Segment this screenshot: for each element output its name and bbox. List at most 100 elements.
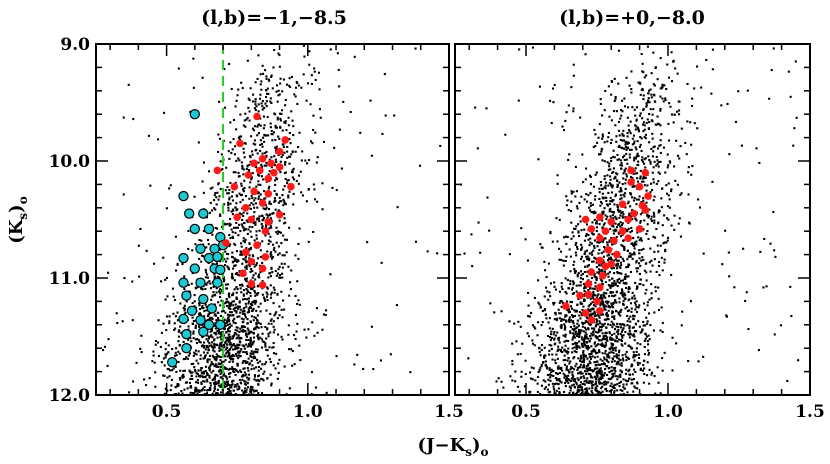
field-star-point [252, 355, 255, 358]
field-star-point [763, 237, 766, 240]
field-star-point [628, 309, 631, 312]
field-star-point [251, 309, 254, 312]
field-star-point [638, 304, 641, 307]
field-star-point [201, 180, 204, 183]
field-star-point [531, 324, 534, 327]
field-star-point [590, 315, 593, 318]
field-star-point [228, 360, 231, 363]
field-star-point [755, 147, 758, 150]
field-star-point [257, 54, 260, 57]
field-star-point [587, 400, 589, 402]
field-star-point [608, 284, 611, 287]
field-star-point [608, 115, 611, 118]
field-star-point [691, 97, 694, 100]
field-star-point [559, 380, 562, 383]
field-star-point [256, 284, 259, 287]
field-star-point [302, 44, 305, 47]
field-star-point [299, 396, 301, 398]
field-star-point [159, 345, 162, 348]
field-star-point [226, 387, 229, 390]
field-star-point [584, 331, 587, 334]
field-star-point [606, 215, 609, 218]
field-star-point [657, 381, 660, 384]
field-star-point [628, 287, 631, 290]
field-star-point [568, 362, 571, 365]
field-star-point [294, 150, 297, 153]
field-star-point [299, 359, 302, 362]
field-star-point [603, 322, 606, 325]
field-star-point [335, 189, 338, 192]
field-star-point [313, 67, 316, 70]
field-star-point [604, 352, 607, 355]
field-star-point [202, 405, 204, 407]
field-star-point [236, 288, 239, 291]
field-star-point [601, 262, 604, 265]
field-star-point [577, 379, 580, 382]
field-star-point [218, 331, 221, 334]
field-star-point [272, 331, 275, 334]
field-star-point [569, 325, 572, 328]
field-star-point [235, 306, 238, 309]
field-star-point [611, 326, 614, 329]
field-star-point [228, 314, 231, 317]
field-star-point [275, 226, 278, 229]
field-star-point [200, 306, 203, 309]
field-star-point [288, 387, 291, 390]
field-star-point [603, 109, 606, 112]
field-star-point [226, 265, 229, 268]
field-star-point [235, 310, 238, 313]
red-star-point [222, 239, 230, 247]
field-star-point [787, 70, 790, 73]
field-star-point [162, 357, 165, 360]
field-star-point [598, 187, 601, 190]
field-star-point [590, 302, 593, 305]
field-star-point [536, 382, 539, 385]
field-star-point [554, 334, 557, 337]
field-star-point [262, 405, 264, 407]
field-star-point [596, 141, 599, 144]
field-star-point [241, 326, 244, 329]
field-star-point [657, 165, 660, 168]
field-star-point [607, 361, 610, 364]
field-star-point [588, 206, 591, 209]
field-star-point [255, 237, 258, 240]
field-star-point [313, 198, 316, 201]
field-star-point [661, 187, 664, 190]
field-star-point [237, 344, 240, 347]
field-star-point [608, 295, 611, 298]
field-star-point [558, 312, 561, 315]
field-star-point [281, 276, 284, 279]
field-star-point [598, 241, 601, 244]
field-star-point [603, 222, 606, 225]
field-star-point [593, 361, 596, 364]
field-star-point [229, 202, 232, 205]
field-star-point [242, 239, 245, 242]
field-star-point [659, 160, 662, 163]
field-star-point [533, 326, 536, 329]
cyan-star-point [203, 223, 215, 235]
field-star-point [572, 322, 575, 325]
field-star-point [617, 120, 620, 123]
field-star-point [684, 141, 687, 144]
field-star-point [607, 275, 610, 278]
field-star-point [241, 253, 244, 256]
field-star-point [281, 254, 284, 257]
field-star-point [585, 345, 588, 348]
field-star-point [519, 352, 522, 355]
field-star-point [192, 86, 195, 89]
field-star-point [232, 379, 235, 382]
field-star-point [288, 190, 291, 193]
field-star-point [639, 175, 642, 178]
field-star-point [177, 350, 180, 353]
field-star-point [551, 327, 554, 330]
field-star-point [257, 321, 260, 324]
field-star-point [595, 276, 598, 279]
field-star-point [238, 351, 241, 354]
field-star-point [273, 328, 276, 331]
field-star-point [220, 331, 223, 334]
field-star-point [584, 326, 587, 329]
field-star-point [267, 78, 270, 81]
field-star-point [216, 275, 219, 278]
field-star-point [648, 89, 651, 92]
field-star-point [266, 286, 269, 289]
